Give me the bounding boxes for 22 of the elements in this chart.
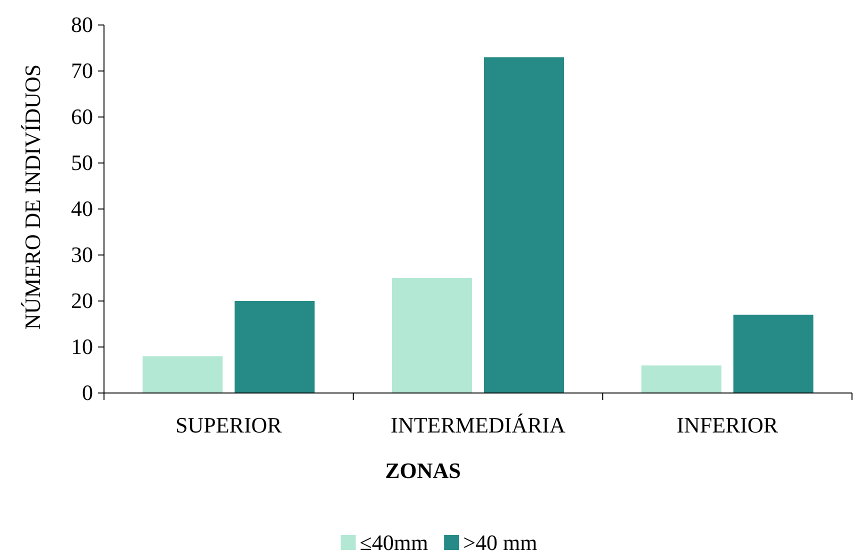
x-axis-title: ZONAS	[385, 458, 461, 483]
y-tick-label: 0	[82, 380, 93, 406]
y-tick-label: 50	[71, 150, 93, 176]
x-tick-label: SUPERIOR	[175, 412, 282, 438]
y-axis-title: NÚMERO DE INDIVÍDUOS	[20, 64, 45, 330]
y-tick-label: 30	[71, 242, 93, 268]
bar	[641, 365, 722, 393]
x-tick-label: INFERIOR	[676, 412, 778, 438]
y-tick-label: 20	[71, 288, 93, 314]
legend-label: >40 mm	[463, 530, 538, 555]
bar	[392, 278, 472, 393]
y-tick-label: 40	[71, 196, 93, 222]
y-tick-label: 60	[71, 104, 93, 130]
y-tick-label: 80	[71, 12, 93, 38]
x-tick-label: INTERMEDIÁRIA	[390, 412, 566, 438]
bar	[234, 301, 315, 393]
y-tick-label: 70	[71, 58, 93, 84]
legend-label: ≤40mm	[360, 530, 428, 555]
y-tick-label: 10	[71, 334, 93, 360]
bar	[142, 356, 223, 393]
bar	[733, 314, 814, 393]
bar	[484, 57, 564, 393]
